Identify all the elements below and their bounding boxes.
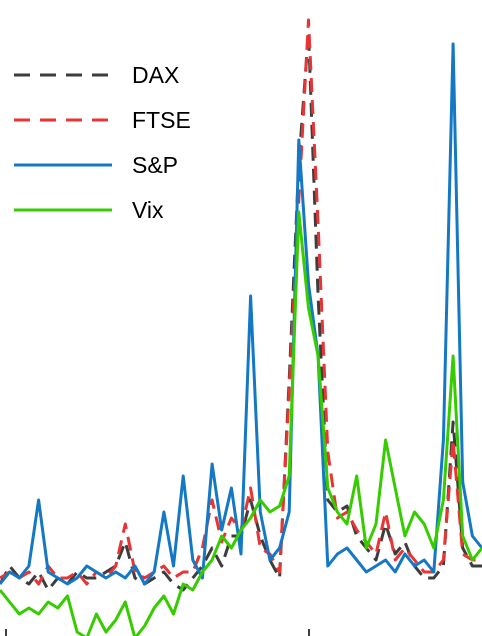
x-axis	[5, 629, 310, 636]
series-line-vix	[0, 210, 482, 636]
series-layer	[0, 18, 482, 636]
legend-item-dax: DAX	[14, 62, 179, 88]
legend-label-sp: S&P	[132, 152, 178, 178]
legend-label-ftse: FTSE	[132, 107, 191, 133]
legend-item-vix: Vix	[14, 197, 164, 223]
series-line-dax	[0, 30, 482, 592]
legend-label-dax: DAX	[132, 62, 179, 88]
legend: DAX FTSE S&P Vix	[14, 62, 191, 223]
series-line-ftse	[0, 18, 482, 586]
legend-item-sp: S&P	[14, 152, 178, 178]
series-line-sp	[0, 42, 482, 586]
legend-item-ftse: FTSE	[14, 107, 191, 133]
legend-label-vix: Vix	[132, 197, 164, 223]
